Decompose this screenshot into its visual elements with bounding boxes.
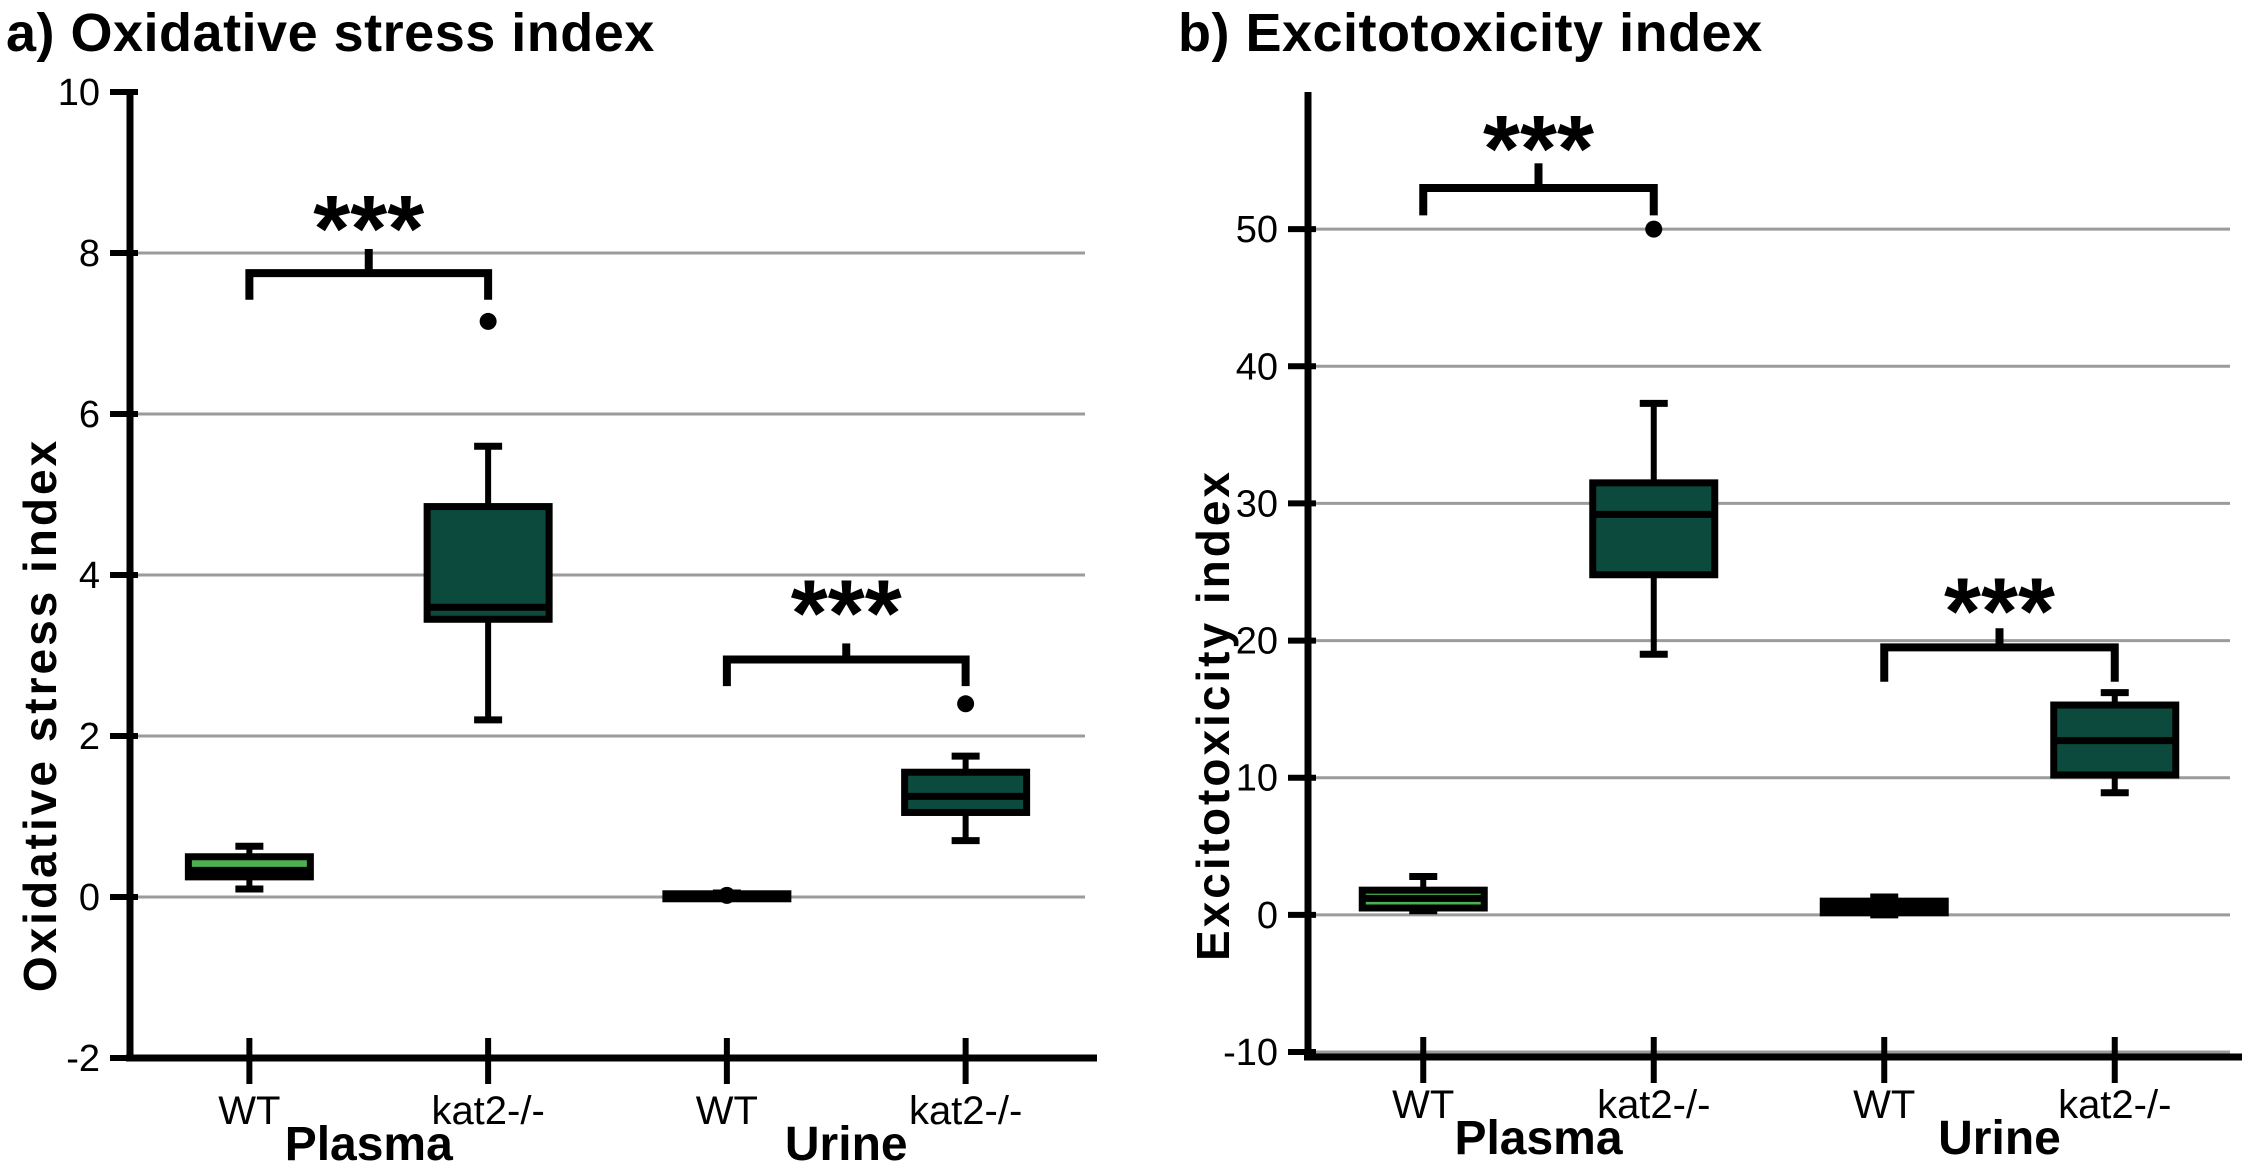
y-tick-label: 2 xyxy=(79,716,100,758)
group-label: Urine xyxy=(1938,1112,2061,1165)
box-plasma-kat2-/- xyxy=(1589,479,1719,579)
y-tick-label: 40 xyxy=(1236,346,1278,388)
y-tick-label: 50 xyxy=(1236,209,1278,251)
y-tick-label: 30 xyxy=(1236,483,1278,525)
panel-b: b) Excitotoxicity index Excitotoxicity i… xyxy=(1125,0,2250,1167)
y-tick-label: 10 xyxy=(58,72,100,114)
significance-stars: *** xyxy=(313,176,424,282)
y-tick-label: 4 xyxy=(79,555,100,597)
group-label: Urine xyxy=(785,1118,908,1167)
x-tick-label: WT xyxy=(696,1089,758,1133)
outlier-dot xyxy=(957,695,975,713)
x-tick-label: kat2-/- xyxy=(1597,1083,1710,1127)
group-label: Plasma xyxy=(1454,1112,1622,1165)
panel-b-title: b) Excitotoxicity index xyxy=(1178,3,1763,63)
x-tick-label: kat2-/- xyxy=(2058,1083,2171,1127)
box-plasma-kat2-/- xyxy=(423,503,553,623)
y-tick-label: 10 xyxy=(1236,758,1278,800)
x-tick-label: WT xyxy=(218,1089,280,1133)
y-tick-label: -2 xyxy=(66,1038,100,1080)
significance-stars: *** xyxy=(1944,558,2055,664)
outlier-dot xyxy=(1645,220,1663,238)
y-tick-label: 0 xyxy=(1257,895,1278,937)
y-tick-label: 6 xyxy=(79,394,100,436)
significance-bracket xyxy=(1880,643,2119,682)
x-tick-label: WT xyxy=(1392,1083,1454,1127)
y-tick-label: 20 xyxy=(1236,621,1278,663)
group-label: Plasma xyxy=(285,1118,453,1167)
panel-a-title: a) Oxidative stress index xyxy=(6,3,655,63)
panel-a: a) Oxidative stress index Oxidative stre… xyxy=(6,3,1097,1167)
y-tick-label: -10 xyxy=(1223,1032,1278,1074)
significance-stars: *** xyxy=(791,561,902,667)
outlier-dot xyxy=(479,312,497,330)
significance-stars: *** xyxy=(1483,96,1594,202)
y-tick-label: 8 xyxy=(79,233,100,275)
outlier-dot xyxy=(718,886,736,904)
x-tick-label: kat2-/- xyxy=(909,1089,1022,1133)
box-urine-kat2-/- xyxy=(901,768,1031,816)
x-tick-label: kat2-/- xyxy=(431,1089,544,1133)
x-tick-label: WT xyxy=(1853,1083,1915,1127)
y-tick-label: 0 xyxy=(79,877,100,919)
